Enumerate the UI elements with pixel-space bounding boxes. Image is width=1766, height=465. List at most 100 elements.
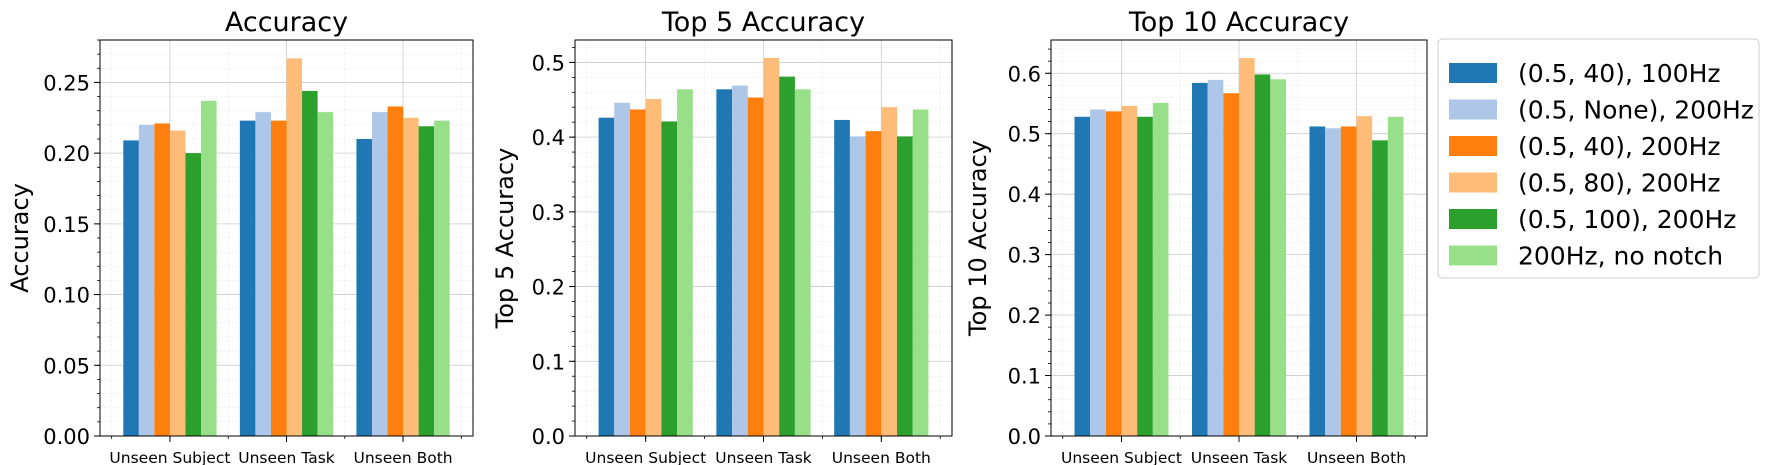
y-tick-label: 0.5 — [1008, 123, 1041, 147]
bar — [317, 112, 334, 436]
bar — [1372, 140, 1388, 437]
legend-label: 200Hz, no notch — [1518, 242, 1723, 271]
bar — [1207, 79, 1224, 437]
bar — [865, 131, 882, 436]
legend-swatch — [1449, 245, 1497, 266]
chart-panel-1: 0.00 0.05 0.10 0.15 0.20 0.25 Unseen Subject Un… — [6, 7, 474, 465]
legend-swatch — [1449, 172, 1497, 193]
bar — [1074, 116, 1091, 436]
bar — [1090, 109, 1106, 436]
bar — [270, 120, 287, 436]
legend-swatch — [1449, 209, 1497, 229]
bar — [897, 136, 913, 437]
bar — [138, 124, 155, 436]
x-tick-label: Unseen Task — [238, 449, 335, 465]
bar — [255, 112, 271, 436]
bar — [629, 109, 646, 437]
x-tick-label: Unseen Task — [1191, 449, 1288, 465]
bar — [645, 99, 662, 436]
legend-label: (0.5, 80), 200Hz — [1518, 169, 1721, 198]
y-tick-label: 0.0 — [532, 425, 565, 449]
y-tick-label: 0.0 — [1008, 425, 1041, 449]
bar — [1270, 79, 1286, 437]
bar — [1192, 82, 1208, 436]
x-tick-label: Unseen Both — [832, 449, 931, 465]
y-tick-label: 0.10 — [43, 284, 90, 308]
chart-panel-3: 0.0 0.1 0.2 0.3 0.4 0.5 0.6 Unseen Subject Unsee… — [964, 7, 1428, 465]
bar — [185, 153, 202, 436]
bar — [677, 89, 693, 437]
bar — [747, 97, 764, 436]
bar — [1325, 128, 1341, 436]
x-tick-label: Unseen Task — [715, 449, 812, 465]
legend-label: (0.5, 100), 200Hz — [1518, 205, 1736, 234]
x-tick-label: Unseen Subject — [585, 449, 706, 465]
bar — [1356, 116, 1373, 437]
y-tick-label: 0.3 — [532, 201, 565, 225]
legend-swatch — [1449, 136, 1497, 156]
bar — [201, 100, 217, 437]
y-tick-label: 0.15 — [43, 213, 90, 237]
legend-label: (0.5, None), 200Hz — [1518, 96, 1754, 125]
bar — [1137, 116, 1153, 436]
bar — [716, 89, 733, 437]
bar — [1309, 126, 1326, 437]
chart-panel-2: 0.0 0.1 0.2 0.3 0.4 0.5 Unseen Subject Unseen T… — [491, 7, 953, 465]
bar — [779, 76, 795, 436]
legend-label: (0.5, 40), 100Hz — [1518, 59, 1721, 88]
bar — [1254, 74, 1271, 437]
bar — [239, 120, 256, 436]
bar — [1340, 126, 1357, 437]
bar — [598, 117, 615, 436]
bar — [356, 139, 372, 436]
chart-title: Top 5 Accuracy — [661, 7, 865, 38]
bar — [1387, 116, 1404, 436]
bar — [286, 58, 303, 437]
y-axis-label: Top 10 Accuracy — [964, 140, 992, 337]
legend-swatch — [1449, 63, 1497, 83]
bar — [1121, 105, 1138, 437]
y-tick-label: 0.3 — [1008, 244, 1041, 268]
bar — [881, 107, 898, 436]
bar — [1223, 93, 1239, 436]
bar — [1105, 111, 1122, 437]
y-tick-label: 0.1 — [1008, 365, 1041, 389]
bar — [834, 119, 850, 436]
chart-title: Top 10 Accuracy — [1128, 7, 1349, 38]
y-tick-label: 0.1 — [532, 350, 565, 374]
bar — [661, 121, 678, 436]
legend-box — [1437, 38, 1760, 279]
bar — [732, 85, 748, 436]
legend-swatch — [1449, 99, 1497, 120]
y-tick-label: 0.4 — [1008, 183, 1041, 207]
bar — [794, 89, 811, 437]
legend: (0.5, 40), 100Hz (0.5, None), 200Hz (0.5, … — [1437, 38, 1760, 279]
y-axis-label: Top 5 Accuracy — [491, 148, 519, 330]
y-tick-label: 0.6 — [1008, 62, 1041, 86]
y-tick-label: 0.05 — [43, 354, 90, 378]
bar — [403, 117, 419, 437]
bar — [302, 90, 318, 437]
bar — [1152, 102, 1169, 436]
y-tick-label: 0.4 — [532, 126, 565, 150]
bar — [169, 130, 186, 436]
bar — [418, 126, 435, 437]
y-tick-label: 0.25 — [43, 71, 90, 95]
bar — [387, 106, 404, 436]
y-tick-label: 0.20 — [43, 142, 90, 166]
y-tick-label: 0.2 — [1008, 304, 1041, 328]
bar — [123, 140, 139, 436]
x-tick-label: Unseen Both — [354, 449, 453, 465]
bar — [849, 136, 866, 437]
bar — [154, 123, 170, 436]
bar — [1239, 58, 1255, 437]
y-axis-label: Accuracy — [6, 183, 34, 293]
bar — [763, 57, 780, 437]
y-tick-label: 0.5 — [532, 51, 565, 75]
x-tick-label: Unseen Both — [1307, 449, 1406, 465]
y-tick-label: 0.00 — [43, 425, 90, 449]
x-tick-label: Unseen Subject — [109, 449, 230, 465]
x-tick-label: Unseen Subject — [1061, 449, 1182, 465]
bar — [434, 120, 450, 436]
